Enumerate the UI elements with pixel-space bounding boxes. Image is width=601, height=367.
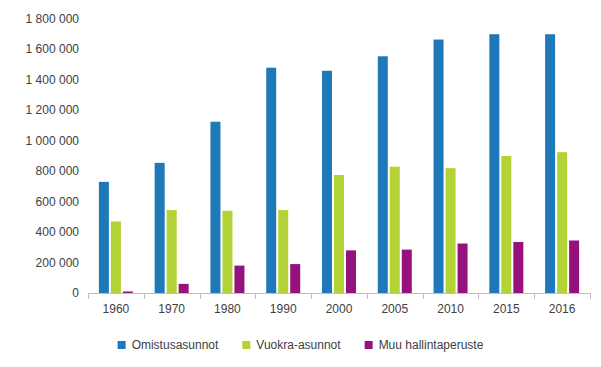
bar: [167, 210, 177, 293]
bar: [557, 152, 567, 293]
bar: [434, 40, 444, 293]
bar: [390, 167, 400, 293]
x-tick: [255, 293, 256, 299]
x-tick-label: 2015: [493, 302, 520, 316]
legend-swatch: [118, 341, 126, 349]
legend-swatch: [365, 341, 373, 349]
legend: Omistusasunnot Vuokra-asunnot Muu hallinta…: [118, 338, 484, 352]
x-axis: [88, 293, 590, 294]
bar: [322, 71, 332, 293]
legend-label: Vuokra-asunnot: [256, 338, 341, 352]
x-tick-label: 1960: [103, 302, 130, 316]
legend-label: Muu hallintaperuste: [379, 338, 484, 352]
chart: 0 200 000 400 000 600 000 800 000 1 000 000 1 …: [0, 0, 601, 367]
x-tick-label: 1970: [158, 302, 185, 316]
y-tick-label: 1 600 000: [26, 42, 80, 56]
legend-swatch: [242, 341, 250, 349]
bar: [334, 175, 344, 293]
bar: [513, 242, 523, 293]
x-tick-label: 1990: [270, 302, 297, 316]
x-tick-label: 2000: [326, 302, 353, 316]
y-tick-label: 400 000: [36, 225, 80, 239]
x-tick-label: 2016: [549, 302, 576, 316]
x-tick: [88, 293, 89, 299]
bar: [99, 182, 109, 293]
x-tick: [534, 293, 535, 299]
bar: [123, 291, 133, 293]
bar: [378, 56, 388, 293]
bar: [458, 244, 468, 293]
x-tick-label: 2010: [437, 302, 464, 316]
y-tick-label: 1 200 000: [26, 103, 80, 117]
bar: [569, 240, 579, 293]
bar: [446, 168, 456, 293]
bar: [266, 68, 276, 293]
x-tick-label: 2005: [381, 302, 408, 316]
bar: [489, 34, 499, 293]
y-tick-label: 200 000: [36, 256, 80, 270]
y-tick-label: 1 000 000: [26, 134, 80, 148]
bar: [346, 250, 356, 293]
x-tick: [478, 293, 479, 299]
bar: [179, 284, 189, 293]
y-tick-label: 1 400 000: [26, 73, 80, 87]
bar: [402, 250, 412, 293]
bars: [99, 34, 579, 293]
x-tick-label: 1980: [214, 302, 241, 316]
x-tick: [311, 293, 312, 299]
bar: [210, 122, 220, 293]
x-tick: [423, 293, 424, 299]
y-tick-label: 0: [72, 286, 79, 300]
y-tick-label: 800 000: [36, 164, 80, 178]
bar: [111, 221, 121, 293]
x-tick: [200, 293, 201, 299]
bar: [278, 210, 288, 293]
x-tick: [144, 293, 145, 299]
bar: [155, 163, 165, 293]
bar: [501, 156, 511, 293]
bar: [545, 34, 555, 293]
bar: [222, 211, 232, 293]
bar: [234, 266, 244, 293]
x-tick: [590, 293, 591, 299]
legend-label: Omistusasunnot: [132, 338, 219, 352]
x-tick: [367, 293, 368, 299]
y-tick-label: 1 800 000: [26, 12, 80, 26]
y-tick-label: 600 000: [36, 195, 80, 209]
bar: [290, 264, 300, 293]
